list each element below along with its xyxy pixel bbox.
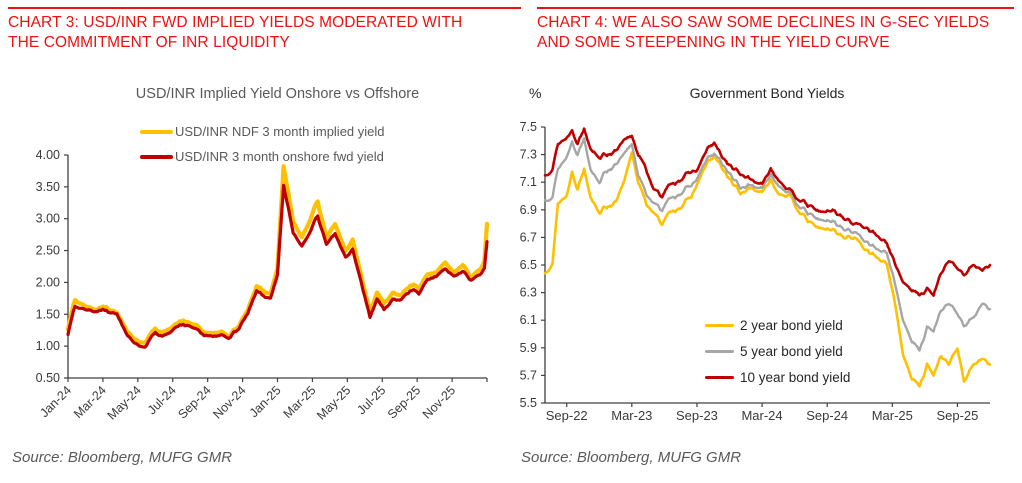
svg-text:Sep-25: Sep-25: [936, 408, 978, 423]
chart3-headline: CHART 3: USD/INR FWD IMPLIED YIELDS MODE…: [8, 14, 463, 51]
svg-text:Jan-25: Jan-25: [247, 383, 284, 420]
svg-text:3.50: 3.50: [36, 180, 60, 194]
onshore-line-swatch: [140, 154, 173, 159]
svg-text:Mar-25: Mar-25: [281, 383, 319, 421]
legend-item-2y: 2 year bond yield: [705, 312, 850, 338]
svg-text:5.5: 5.5: [520, 396, 537, 410]
svg-text:Nov-24: Nov-24: [210, 383, 248, 421]
svg-text:0.50: 0.50: [36, 371, 60, 385]
legend-label-ndf: USD/INR NDF 3 month implied yield: [175, 124, 385, 139]
svg-text:Mar-24: Mar-24: [71, 383, 109, 421]
svg-text:Sep-24: Sep-24: [175, 383, 213, 421]
top-rule-left: [8, 7, 521, 9]
svg-text:7.5: 7.5: [520, 120, 537, 134]
svg-text:2.50: 2.50: [36, 244, 60, 258]
chart4-title: Government Bond Yields: [689, 85, 845, 101]
svg-text:Sep-23: Sep-23: [676, 408, 718, 423]
svg-text:7.3: 7.3: [520, 148, 537, 162]
legend-label-10y: 10 year bond yield: [740, 369, 851, 385]
svg-text:6.1: 6.1: [520, 313, 537, 327]
legend-label-onshore: USD/INR 3 month onshore fwd yield: [175, 149, 384, 164]
svg-text:5.7: 5.7: [520, 368, 537, 382]
svg-text:Mar-23: Mar-23: [611, 408, 652, 423]
legend-item-ndf: USD/INR NDF 3 month implied yield: [140, 119, 385, 144]
chart3-plot: 0.501.001.502.002.503.003.504.00Jan-24Ma…: [36, 148, 490, 423]
ndf-line-swatch: [140, 129, 173, 134]
svg-text:3.00: 3.00: [36, 212, 60, 226]
svg-text:1.50: 1.50: [36, 307, 60, 321]
legend-item-5y: 5 year bond yield: [705, 338, 850, 364]
legend-item-10y: 10 year bond yield: [705, 364, 850, 390]
svg-text:6.9: 6.9: [520, 203, 537, 217]
chart3-title: USD/INR Implied Yield Onshore vs Offshor…: [135, 86, 420, 102]
svg-text:Mar-25: Mar-25: [872, 408, 913, 423]
chart4-plot: 5.5 5.7 5.9 6.1 6.3 6.5 6.7 6.9 7.1 7.3 7.5 Sep-22 M…: [520, 120, 992, 423]
svg-text:Sep-22: Sep-22: [546, 408, 588, 423]
svg-text:Jul-24: Jul-24: [145, 383, 179, 417]
bond-5y-line-swatch: [705, 349, 734, 353]
svg-text:7.1: 7.1: [520, 175, 537, 189]
svg-text:5.9: 5.9: [520, 341, 537, 355]
svg-text:Jan-24: Jan-24: [37, 383, 74, 420]
bond-2y-line-swatch: [705, 323, 734, 327]
svg-text:Sep-25: Sep-25: [385, 383, 423, 421]
bond-10y-line-swatch: [705, 375, 734, 379]
y-axis-unit-label: %: [529, 85, 542, 101]
svg-text:1.00: 1.00: [36, 339, 60, 353]
svg-text:May-24: May-24: [105, 383, 144, 422]
chart4-legend: 2 year bond yield 5 year bond yield 10 y…: [705, 312, 850, 390]
chart3-source: Source: Bloomberg, MUFG GMR: [12, 449, 233, 466]
svg-text:6.3: 6.3: [520, 286, 537, 300]
svg-text:2.00: 2.00: [36, 275, 60, 289]
svg-text:4.00: 4.00: [36, 148, 60, 162]
chart4-headline: CHART 4: WE ALSO SAW SOME DECLINES IN G-…: [537, 14, 990, 51]
svg-text:May-25: May-25: [314, 383, 353, 422]
svg-text:Nov-25: Nov-25: [420, 383, 458, 421]
svg-text:Sep-24: Sep-24: [806, 408, 848, 423]
chart3-legend: USD/INR NDF 3 month implied yield USD/IN…: [140, 119, 385, 169]
svg-text:6.5: 6.5: [520, 258, 537, 272]
top-rule-right: [537, 7, 1014, 9]
svg-text:Jul-25: Jul-25: [354, 383, 388, 417]
svg-text:6.7: 6.7: [520, 230, 537, 244]
legend-item-onshore: USD/INR 3 month onshore fwd yield: [140, 144, 385, 169]
legend-label-2y: 2 year bond yield: [740, 317, 843, 333]
svg-text:Mar-24: Mar-24: [741, 408, 782, 423]
legend-label-5y: 5 year bond yield: [740, 343, 843, 359]
chart4-source: Source: Bloomberg, MUFG GMR: [521, 449, 742, 466]
